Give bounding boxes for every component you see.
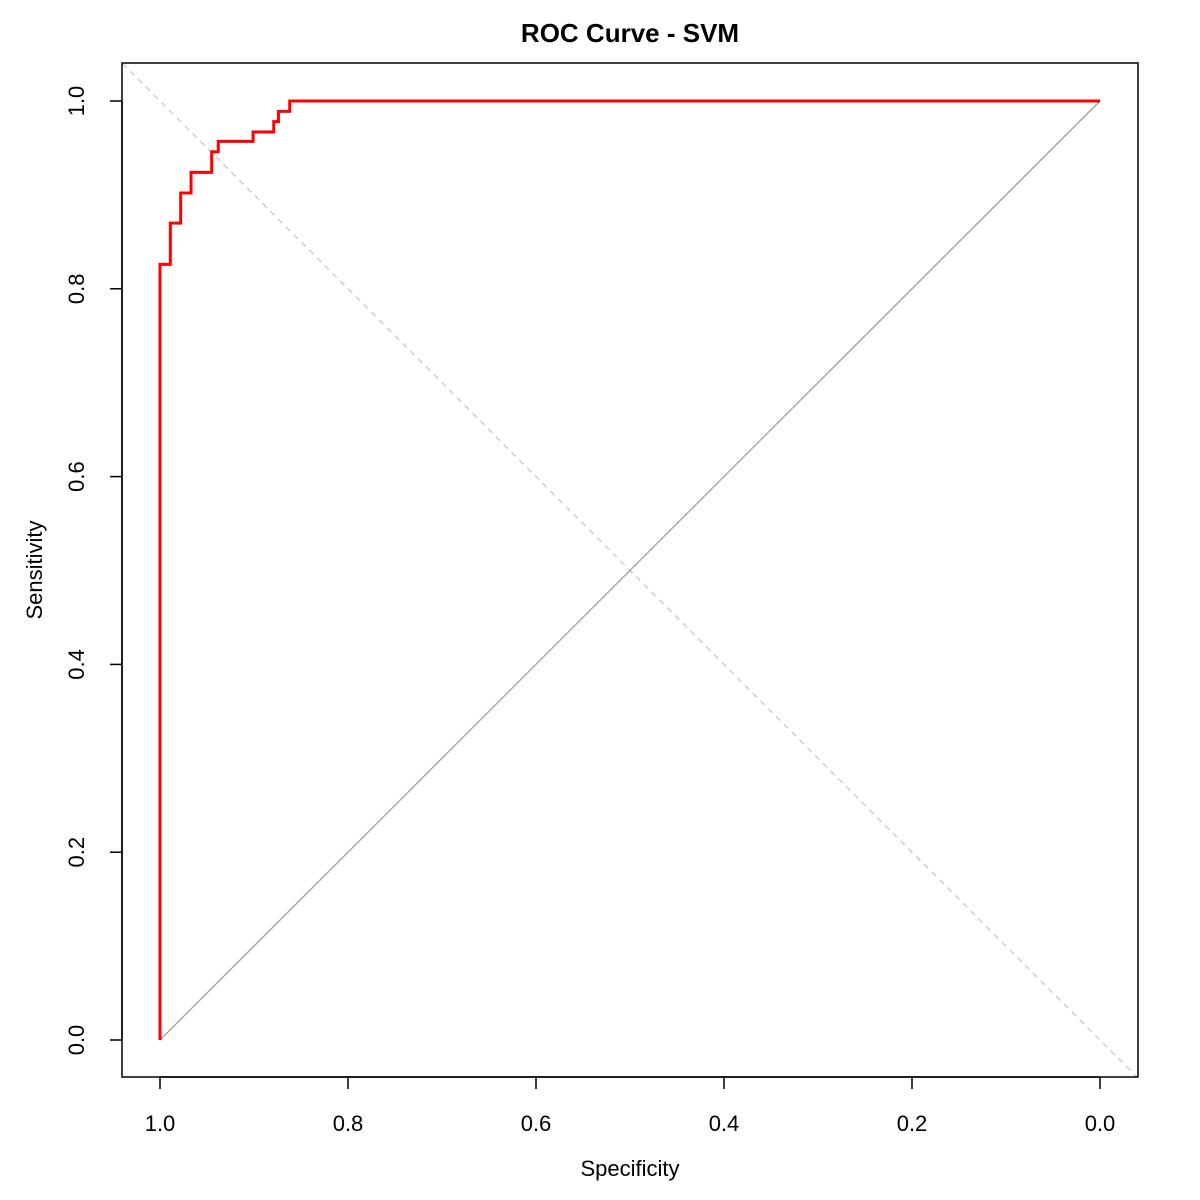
y-tick-label: 1.0 [64,86,89,117]
y-axis: 0.0 0.2 0.4 0.6 0.8 1.0 [64,86,123,1056]
x-tick-label: 0.0 [1085,1111,1116,1136]
y-tick-label: 0.2 [64,837,89,868]
y-tick-label: 0.6 [64,461,89,492]
y-tick-label: 0.0 [64,1025,89,1056]
x-tick-label: 0.2 [897,1111,928,1136]
x-axis-label: Specificity [580,1156,679,1181]
x-axis: 1.0 0.8 0.6 0.4 0.2 0.0 [145,1076,1116,1136]
y-axis-label: Sensitivity [22,520,47,619]
roc-curve-line [158,99,1100,1040]
x-tick-label: 1.0 [145,1111,176,1136]
identity-line [159,100,1101,1041]
x-tick-label: 0.6 [521,1111,552,1136]
x-tick-label: 0.8 [333,1111,364,1136]
chart-title: ROC Curve - SVM [521,18,739,48]
y-tick-label: 0.8 [64,274,89,305]
y-tick-label: 0.4 [64,649,89,680]
x-tick-label: 0.4 [709,1111,740,1136]
